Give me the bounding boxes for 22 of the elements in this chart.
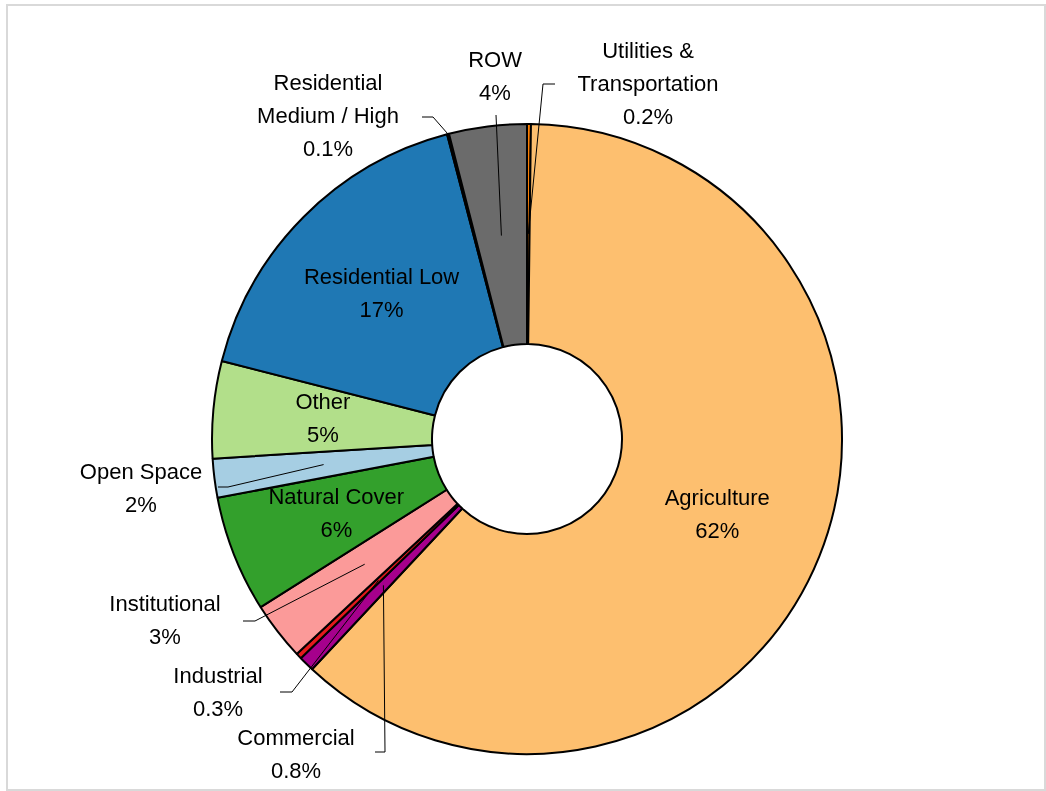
slice-label: Residential Medium / High — [257, 70, 399, 129]
slice-label: Institutional — [109, 590, 221, 616]
data-label: 0.3% — [192, 695, 244, 721]
data-label: 0.1% — [302, 136, 354, 162]
data-label: 0.2% — [622, 104, 674, 130]
data-label: 5% — [307, 422, 339, 448]
slice-label: Industrial — [173, 662, 263, 688]
slice-label: Natural Cover — [268, 483, 405, 509]
data-label: 3% — [149, 623, 181, 649]
slice-label: Open Space — [79, 458, 203, 484]
slice-label: Other — [295, 389, 351, 415]
data-label: 2% — [125, 491, 157, 517]
slice-label: ROW — [468, 46, 523, 72]
data-label: 0.8% — [270, 757, 322, 783]
data-label: 62% — [695, 517, 740, 543]
data-label: 6% — [320, 516, 353, 542]
data-label: 17% — [359, 297, 404, 323]
data-label: 4% — [479, 79, 511, 105]
slice-label: Commercial — [237, 724, 355, 750]
slice-label: Agriculture — [664, 484, 770, 510]
slice-label: Residential Low — [303, 264, 460, 290]
slice-label: Utilities & Transportation — [577, 38, 719, 97]
